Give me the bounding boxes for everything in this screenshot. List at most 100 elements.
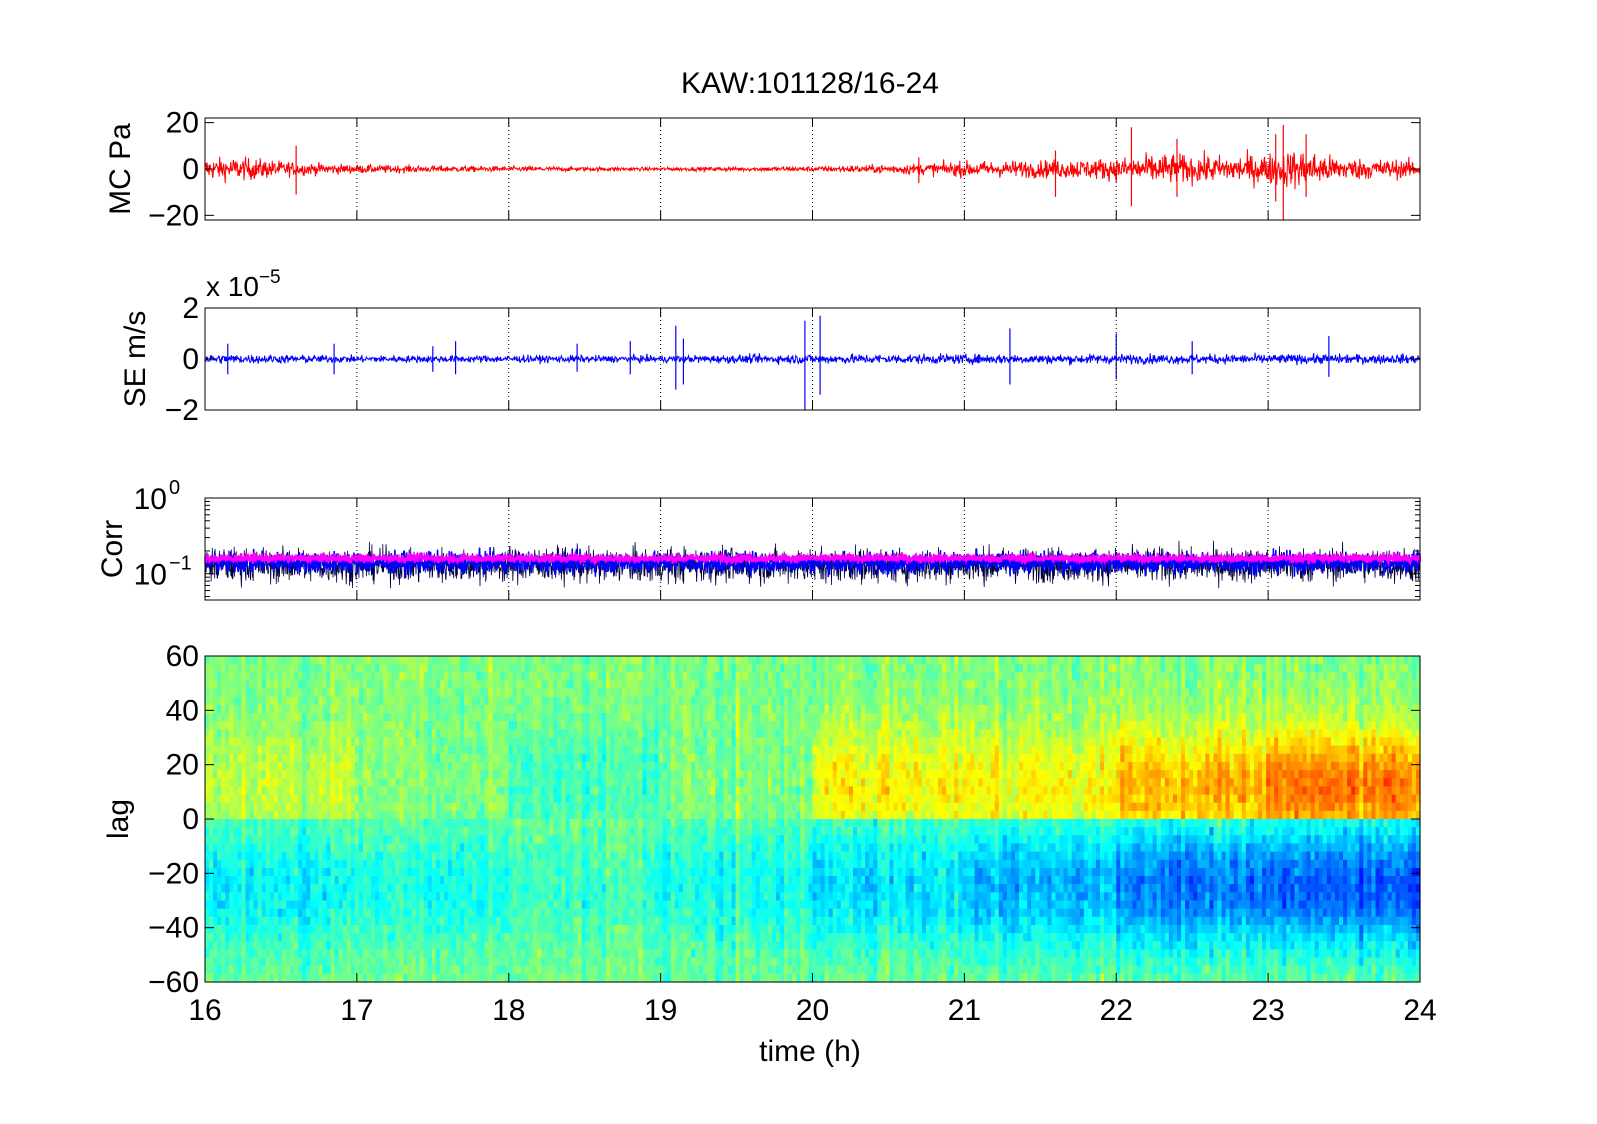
heatmap-cell [273,949,279,959]
heatmap-cell [237,761,243,771]
heatmap-cell [529,802,534,812]
heatmap-cell [334,656,340,665]
heatmap-cell [273,973,279,983]
heatmap-cell [589,867,595,877]
heatmap-cell [354,835,360,845]
heatmap-cell [379,802,384,812]
heatmap-cell [318,721,324,730]
heatmap-cell [395,704,400,714]
heatmap-cell [678,713,684,722]
heatmap-cell [322,729,328,739]
heatmap-cell [452,753,457,763]
heatmap-cell [427,778,433,787]
heatmap-cell [630,786,635,796]
heatmap-cell [654,672,660,682]
heatmap-cell [229,892,234,902]
heatmap-cell [395,835,400,845]
heatmap-cell [500,892,506,902]
heatmap-cell [209,802,214,812]
heatmap-cell [318,933,324,942]
heatmap-cell [597,884,603,893]
heatmap-cell [253,794,259,804]
heatmap-cell [354,713,360,722]
heatmap-cell [281,770,287,779]
heatmap-cell [342,778,348,787]
heatmap-cell [427,900,433,910]
heatmap-cell [253,761,259,771]
heatmap-cell [553,810,558,820]
heatmap-cell [423,786,429,796]
heatmap-cell [593,696,599,706]
heatmap-cell [318,802,324,812]
heatmap-cell [484,876,490,885]
heatmap-cell [241,819,247,828]
heatmap-cell [338,688,344,698]
heatmap-cell [367,721,372,730]
heatmap-cell [512,933,518,942]
heatmap-cell [338,680,344,690]
heatmap-cell [338,810,344,820]
heatmap-cell [261,949,267,959]
heatmap-cell [472,973,477,983]
heatmap-cell [666,949,672,959]
heatmap-cell [314,745,319,755]
heatmap-cell [205,770,210,779]
heatmap-cell [504,973,510,983]
heatmap-cell [610,688,615,698]
heatmap-cell [585,819,591,828]
heatmap-cell [286,916,291,926]
heatmap-cell [468,696,473,706]
heatmap-cell [277,941,283,950]
heatmap-cell [286,729,291,739]
heatmap-cell [448,827,453,836]
heatmap-cell [225,786,230,796]
heatmap-cell [379,745,384,755]
heatmap-cell [427,892,433,902]
heatmap-cell [553,729,558,739]
heatmap-cell [427,786,433,796]
heatmap-cell [431,794,437,804]
heatmap-cell [403,835,409,845]
heatmap-cell [269,867,275,877]
heatmap-cell [464,770,469,779]
heatmap-cell [520,680,526,690]
heatmap-cell [480,704,486,714]
heatmap-cell [622,973,627,983]
heatmap-cell [265,802,271,812]
heatmap-cell [419,900,425,910]
heatmap-cell [496,908,502,918]
heatmap-cell [391,835,396,845]
heatmap-cell [419,672,425,682]
heatmap-cell [379,876,384,885]
heatmap-cell [585,933,591,942]
heatmap-cell [626,965,631,975]
heatmap-cell [610,876,615,885]
heatmap-cell [464,713,469,722]
heatmap-cell [205,900,210,910]
heatmap-cell [452,737,457,747]
heatmap-cell [415,737,421,747]
heatmap-cell [346,973,352,983]
heatmap-cell [557,753,562,763]
heatmap-cell [302,957,307,967]
heatmap-cell [573,778,579,787]
heatmap-cell [626,867,631,877]
heatmap-cell [225,688,230,698]
heatmap-cell [516,851,522,861]
heatmap-cell [691,745,696,755]
heatmap-cell [237,778,243,787]
heatmap-cell [423,859,429,869]
heatmap-cell [618,900,623,910]
heatmap-cell [480,753,486,763]
heatmap-cell [581,933,587,942]
heatmap-cell [618,770,623,779]
heatmap-cell [638,704,643,714]
heatmap-cell [395,876,400,885]
heatmap-cell [464,933,469,942]
heatmap-cell [610,859,615,869]
heatmap-cell [257,696,263,706]
heatmap-cell [261,778,267,787]
heatmap-cell [585,721,591,730]
heatmap-cell [460,737,465,747]
heatmap-cell [375,933,380,942]
